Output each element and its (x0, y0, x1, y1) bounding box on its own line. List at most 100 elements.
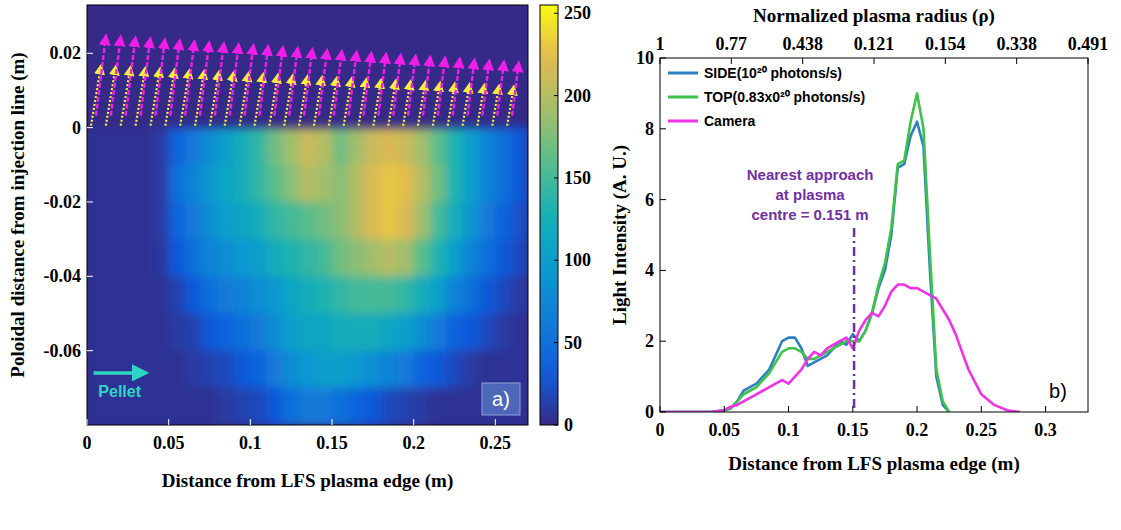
heat-cell (169, 165, 186, 203)
heat-cell (234, 388, 251, 425)
heat-cell (299, 388, 316, 425)
panel-label-box (482, 383, 520, 415)
heat-cell (316, 165, 333, 203)
heat-cell (430, 202, 447, 240)
heat-cell (87, 313, 104, 351)
heat-cell (463, 128, 480, 166)
heat-cell (201, 276, 218, 314)
trajectory-arrow (111, 37, 121, 116)
heat-cell (152, 239, 169, 277)
tick-mark (168, 419, 169, 425)
tick-label: 0.25 (480, 433, 512, 453)
heat-cell (463, 239, 480, 277)
heat-cell (185, 276, 202, 314)
heat-cell (136, 128, 153, 166)
heat-cell (234, 128, 251, 166)
heat-cell (218, 276, 235, 314)
tick-label: 0 (656, 420, 665, 440)
heat-cell (381, 276, 398, 314)
heat-cell (397, 351, 414, 389)
colorbar-tick (554, 13, 558, 14)
legend: SIDE(10²⁰ photons/s)TOP(0.83x0²⁰ photons… (668, 65, 865, 129)
heat-cell (250, 276, 267, 314)
heat-cell (332, 313, 349, 351)
trajectory-arrow (438, 58, 445, 116)
heat-cell (512, 313, 528, 351)
trajectory-arrow (359, 79, 367, 126)
heat-cell (348, 165, 365, 203)
trajectory-arrow (121, 67, 131, 126)
heat-cell (479, 239, 496, 277)
trajectory-arrow (388, 81, 396, 126)
tick-mark (945, 58, 946, 64)
heat-cell (152, 202, 169, 240)
heat-cell (348, 128, 365, 166)
trajectory-arrow (497, 62, 504, 116)
heat-cell (397, 128, 414, 166)
heat-cell (201, 239, 218, 277)
tick-mark (660, 270, 666, 271)
colorbar-label: 100 (564, 250, 591, 270)
heat-cell (397, 276, 414, 314)
heat-cell (120, 313, 137, 351)
heat-cell (201, 388, 218, 425)
heat-cell (365, 388, 382, 425)
heat-cell (348, 313, 365, 351)
heat-cell (120, 276, 137, 314)
heat-cell (185, 128, 202, 166)
heat-cell (185, 202, 202, 240)
heat-cell (136, 202, 153, 240)
colorbar-tick (554, 260, 558, 261)
axis-title: Distance from LFS plasma edge (m) (728, 453, 1019, 475)
tick-label: 0.2 (402, 433, 425, 453)
tick-mark (332, 419, 333, 425)
heat-cell (234, 239, 251, 277)
trajectory-arrow (141, 39, 151, 116)
heat-cell (267, 351, 284, 389)
tick-mark (917, 406, 918, 412)
trajectory-arrow (230, 44, 239, 115)
tick-label: 0.154 (925, 34, 966, 54)
figure: 00.050.10.150.20.250.020-0.02-0.04-0.06D… (0, 0, 1121, 530)
heat-cell (87, 276, 104, 314)
heat-cell (381, 313, 398, 351)
heat-cell (463, 388, 480, 425)
heat-cell (430, 276, 447, 314)
heat-cell (218, 388, 235, 425)
heat-cell (397, 239, 414, 277)
heat-cell (463, 351, 480, 389)
heat-cell (234, 351, 251, 389)
tick-label: 0.05 (709, 420, 741, 440)
heat-cell (169, 313, 186, 351)
heat-cell (136, 239, 153, 277)
tick-label: 0.338 (996, 34, 1037, 54)
tick-mark (731, 58, 732, 64)
heat-cell (348, 202, 365, 240)
trajectory-arrow (170, 40, 179, 115)
pellet-arrow (94, 371, 146, 375)
legend-swatch (668, 72, 698, 75)
heat-cell (218, 239, 235, 277)
heat-cell (267, 239, 284, 277)
trajectory-arrow (344, 78, 352, 125)
legend-label: SIDE(10²⁰ photons/s) (704, 65, 842, 81)
heat-cell (495, 313, 512, 351)
colorbar-tick (554, 95, 558, 96)
tick-mark (87, 350, 93, 351)
annotation: Nearest approach (747, 166, 874, 183)
plot-frame (660, 58, 1088, 412)
heat-cell (103, 165, 120, 203)
heat-cell (446, 128, 463, 166)
heat-cell (479, 313, 496, 351)
heat-cell (381, 388, 398, 425)
heat-cell (267, 276, 284, 314)
heat-cell (381, 165, 398, 203)
tick-mark (660, 406, 661, 412)
heat-cell (332, 388, 349, 425)
heat-cell (234, 202, 251, 240)
tick-mark (87, 419, 88, 425)
heat-cell (332, 351, 349, 389)
heat-cell (267, 313, 284, 351)
heat-cell (250, 165, 267, 203)
tick-mark (874, 58, 875, 64)
